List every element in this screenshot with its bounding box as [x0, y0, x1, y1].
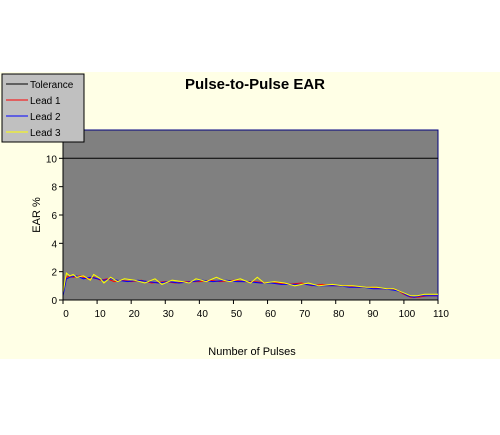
x-tick-label: 30 [163, 309, 175, 320]
legend-label: Lead 3 [30, 128, 61, 139]
y-tick-label: 4 [51, 239, 57, 250]
legend-label: Tolerance [30, 80, 74, 91]
series-line-lead-3 [62, 272, 438, 297]
y-tick-label: 10 [46, 154, 58, 165]
legend-label: Lead 1 [30, 96, 61, 107]
chart-title: Pulse-to-Pulse EAR [185, 76, 325, 93]
x-tick-label: 50 [231, 309, 243, 320]
x-tick-label: 0 [63, 309, 69, 320]
x-tick-label: 60 [265, 309, 277, 320]
x-tick-label: 90 [367, 309, 379, 320]
x-tick-label: 40 [197, 309, 209, 320]
y-tick-label: 2 [51, 268, 57, 279]
x-tick-label: 110 [433, 309, 449, 320]
x-tick-label: 100 [399, 309, 416, 320]
y-tick-label: 0 [51, 296, 57, 307]
x-tick-label: 70 [299, 309, 311, 320]
legend: Tolerance Lead 1 Lead 2 Lead 3 [1, 73, 85, 143]
y-tick-label: 6 [51, 211, 57, 222]
legend-box [1, 73, 85, 143]
x-tick-label: 10 [95, 309, 107, 320]
y-tick-label: 8 [51, 183, 57, 194]
legend-label: Lead 2 [30, 112, 61, 123]
x-axis: 0 10 20 30 40 50 60 70 80 90 100 110 [62, 299, 449, 320]
x-tick-label: 80 [333, 309, 345, 320]
series-layer [62, 157, 438, 298]
plot-area [62, 129, 439, 301]
y-axis-label: EAR % [31, 197, 43, 233]
y-axis: 024681012 [46, 126, 64, 307]
x-tick-label: 20 [129, 309, 141, 320]
x-axis-label: Number of Pulses [208, 346, 296, 358]
